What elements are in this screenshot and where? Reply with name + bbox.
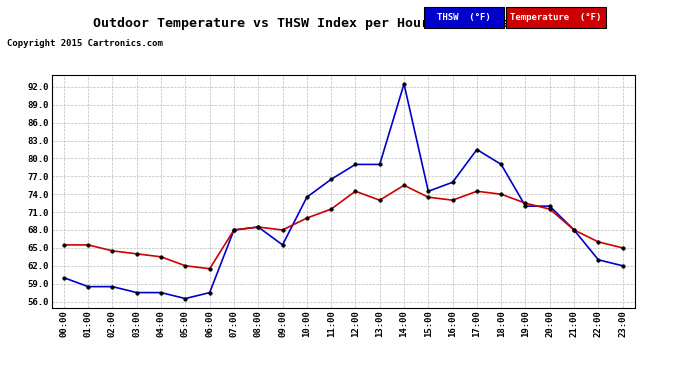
Text: Temperature  (°F): Temperature (°F) — [510, 13, 602, 22]
Text: Copyright 2015 Cartronics.com: Copyright 2015 Cartronics.com — [7, 39, 163, 48]
Text: THSW  (°F): THSW (°F) — [437, 13, 491, 22]
Text: Outdoor Temperature vs THSW Index per Hour (24 Hours)  20150629: Outdoor Temperature vs THSW Index per Ho… — [93, 17, 597, 30]
